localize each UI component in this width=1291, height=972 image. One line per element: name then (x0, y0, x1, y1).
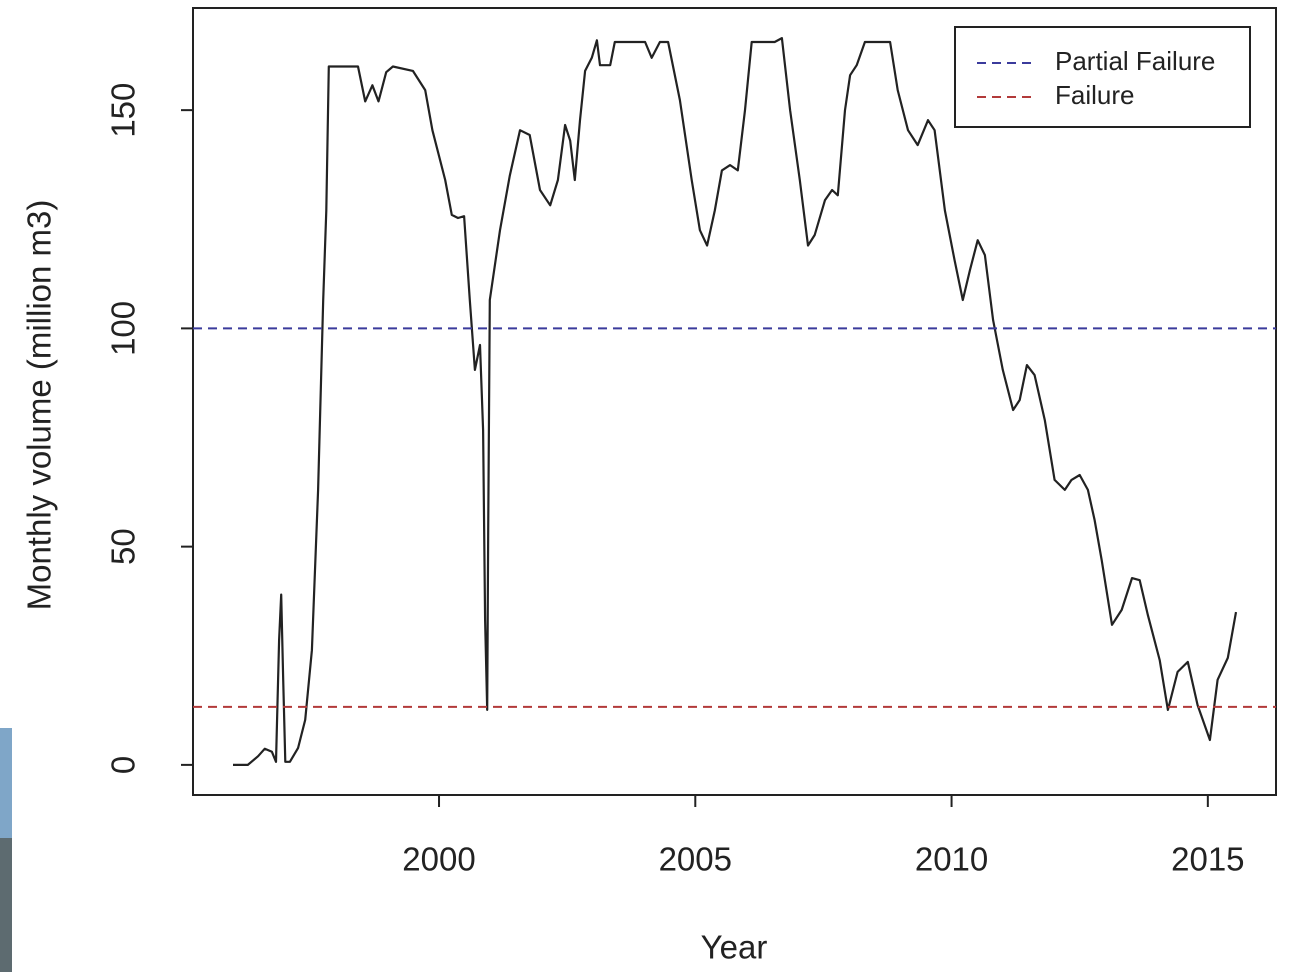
x-tick-label: 2005 (659, 841, 732, 878)
plot-frame (192, 7, 1277, 796)
y-tick-label: 0 (105, 756, 142, 774)
cropped-image-edge (0, 728, 12, 838)
x-axis-label: Year (701, 929, 768, 966)
y-tick-label: 150 (105, 83, 142, 138)
data-line (233, 37, 1238, 766)
legend-label: Partial Failure (1055, 46, 1215, 76)
x-tick-label: 2010 (915, 841, 988, 878)
y-axis-label: Monthly volume (million m3) (21, 200, 58, 611)
legend-label: Failure (1055, 80, 1134, 110)
x-tick-label: 2015 (1171, 841, 1244, 878)
legend-box (954, 26, 1251, 128)
x-tick-label: 2000 (402, 841, 475, 878)
y-tick-label: 50 (105, 528, 142, 565)
y-tick-label: 100 (105, 301, 142, 356)
